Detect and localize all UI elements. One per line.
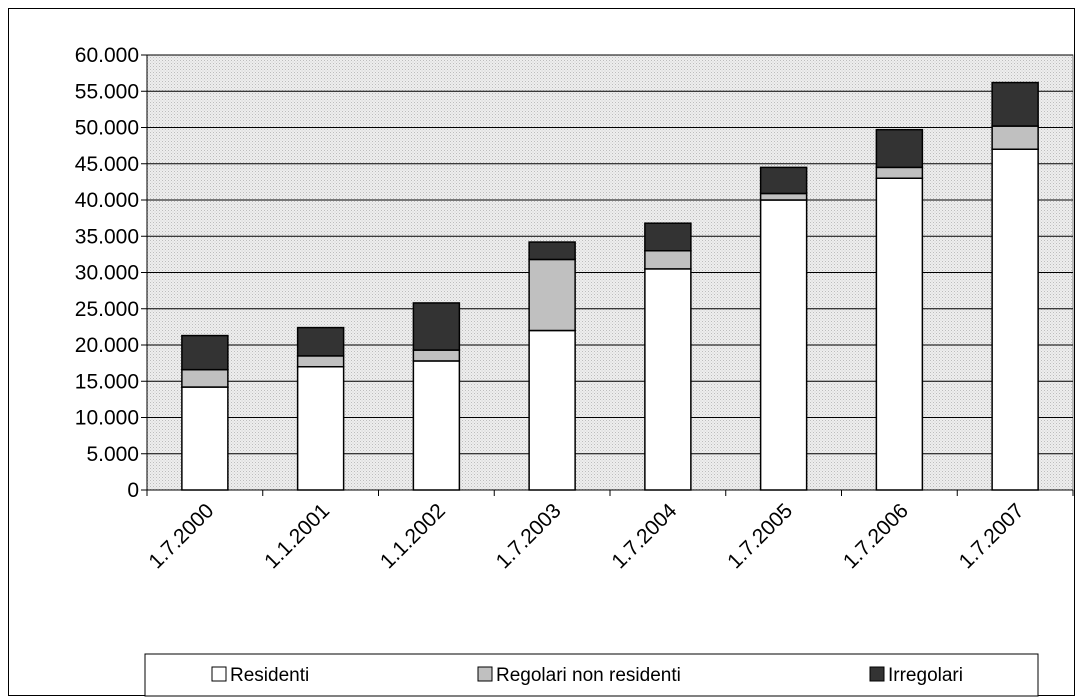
x-category-label: 1.7.2000 [144, 499, 218, 573]
y-tick-label: 45.000 [75, 153, 139, 176]
y-tick-label: 35.000 [75, 225, 139, 248]
bar-segment-3 [181, 334, 229, 371]
bar-segment-3 [644, 222, 692, 252]
legend-label: Residenti [230, 665, 309, 686]
x-category-label: 1.7.2004 [607, 499, 681, 573]
y-tick-label: 5.000 [86, 443, 139, 466]
bars [181, 81, 1039, 491]
y-tick-label: 50.000 [75, 117, 139, 140]
bar-segment-2 [991, 125, 1039, 151]
legend-swatch [477, 666, 493, 682]
bar-segment-1 [181, 386, 229, 491]
bar-segment-3 [991, 81, 1039, 127]
x-category-label: 1.7.2006 [839, 499, 913, 573]
y-tick-label: 55.000 [75, 80, 139, 103]
bar-segment-2 [181, 368, 229, 388]
bar-segment-3 [759, 166, 808, 195]
bar-segment-1 [759, 199, 808, 491]
legend-label: Regolari non residenti [496, 665, 681, 686]
bar-segment-1 [875, 177, 924, 491]
bar-segment-2 [412, 349, 461, 362]
legend: Residenti Regolari non residenti Irregolar… [144, 653, 1039, 697]
bar-segment-1 [296, 366, 345, 491]
x-category-label: 1.7.2005 [723, 499, 797, 573]
y-tick-label: 15.000 [75, 370, 139, 393]
bar-segment-2 [759, 192, 808, 201]
bar-segment-1 [412, 360, 461, 491]
bar-segment-3 [875, 128, 924, 169]
x-category-label: 1.1.2002 [376, 499, 450, 573]
legend-swatch [211, 666, 227, 682]
y-tick-label: 40.000 [75, 189, 139, 212]
x-category-label: 1.7.2003 [492, 499, 566, 573]
y-tick-label: 20.000 [75, 334, 139, 357]
bar-segment-2 [296, 355, 345, 368]
y-tick-label: 0 [127, 479, 139, 502]
x-category-label: 1.1.2001 [260, 499, 334, 573]
y-tick-label: 60.000 [75, 44, 139, 67]
bar-segment-2 [644, 250, 692, 270]
bar-segment-2 [875, 166, 924, 179]
legend-swatch [869, 666, 885, 682]
legend-box [144, 653, 1039, 697]
bar-segment-3 [296, 326, 345, 357]
bar-segment-3 [412, 302, 461, 351]
bar-segment-1 [991, 148, 1039, 491]
y-tick-label: 30.000 [75, 262, 139, 285]
y-tick-labels: 0 5.000 10.000 15.000 20.000 25.000 30.000 35.0… [75, 44, 139, 502]
bar-segment-2 [528, 258, 576, 332]
bar-segment-1 [528, 329, 576, 491]
bar-segment-1 [644, 268, 692, 491]
y-tick-label: 25.000 [75, 298, 139, 321]
y-tick-label: 10.000 [75, 407, 139, 430]
x-tick-labels: 1.7.2000 1.1.2001 1.1.2002 1.7.2003 1.7.2004… [144, 499, 1028, 573]
legend-label: Irregolari [888, 665, 963, 686]
bar-segment-3 [528, 241, 576, 261]
x-category-label: 1.7.2007 [955, 499, 1029, 573]
